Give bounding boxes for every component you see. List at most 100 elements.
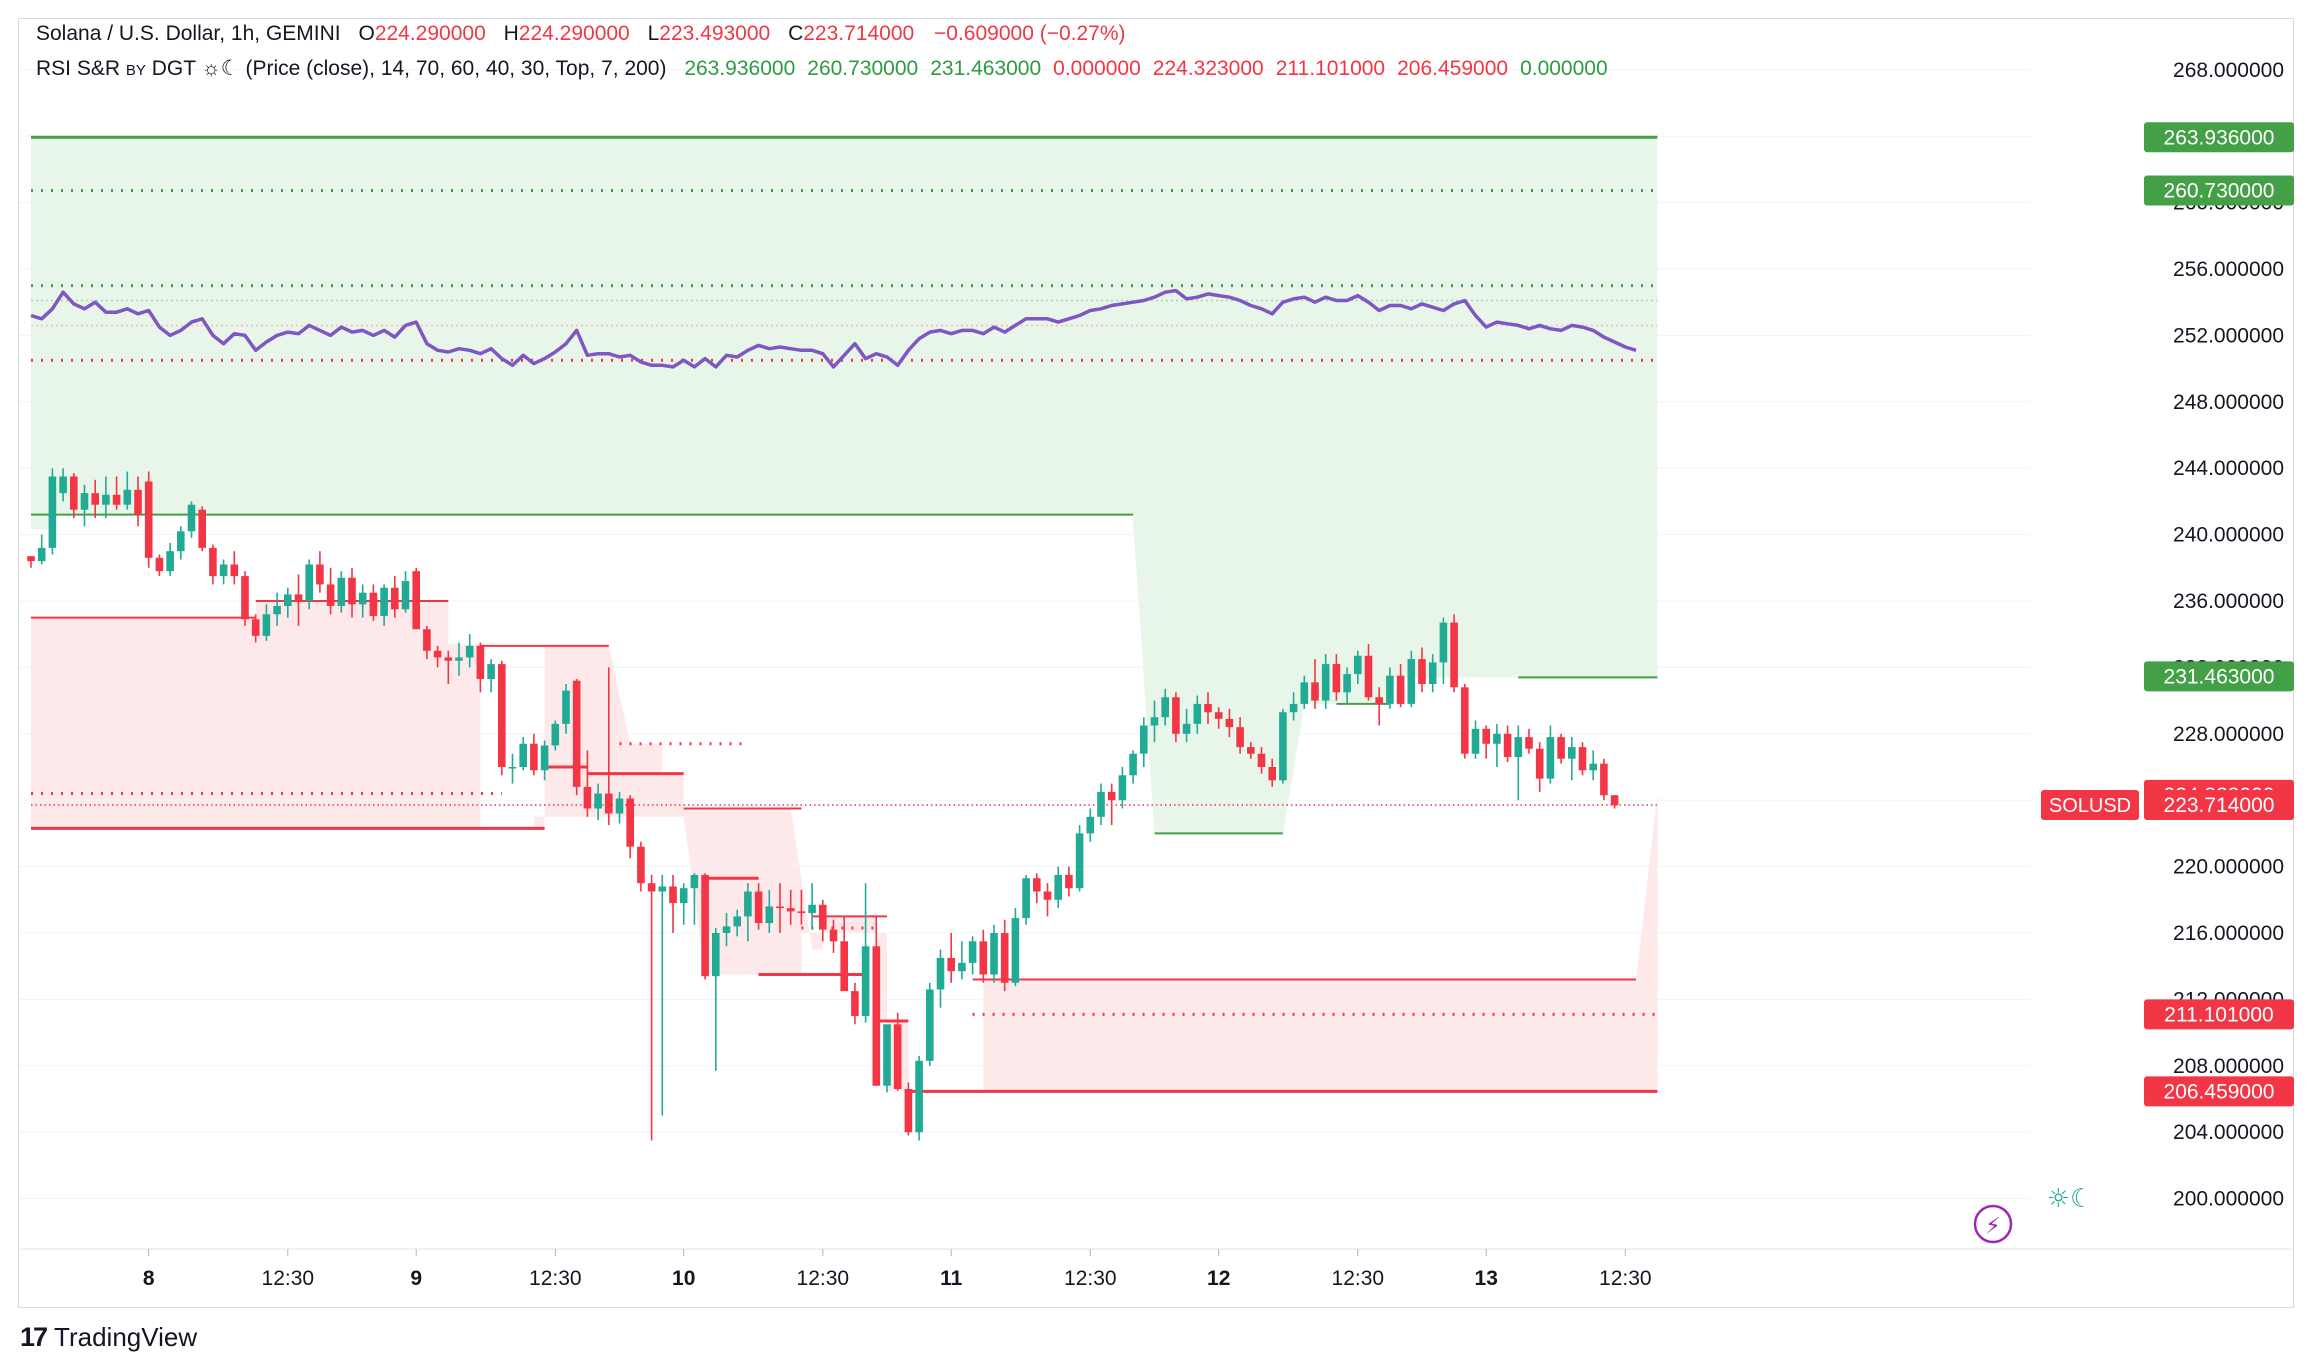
candle-63 (701, 874, 709, 977)
candle-87 (958, 962, 966, 972)
candle-26 (305, 564, 313, 601)
candle-32 (369, 592, 378, 616)
candle-34 (391, 587, 399, 610)
candle-42 (476, 645, 485, 680)
candle-13 (166, 551, 174, 572)
candle-115 (1257, 753, 1266, 767)
candle-39 (444, 657, 453, 661)
candle-90 (990, 933, 998, 975)
candle-121 (1321, 664, 1330, 701)
candle-8 (112, 494, 121, 505)
candle-94 (1033, 878, 1041, 892)
ohlc-low-value: 223.493000 (659, 22, 771, 45)
candle-81 (893, 1024, 902, 1090)
candle-30 (348, 577, 356, 605)
candle-22 (262, 614, 271, 636)
candle-145 (1578, 747, 1587, 771)
candle-3 (59, 476, 67, 494)
candle-143 (1557, 737, 1565, 759)
candle-102 (1118, 775, 1127, 801)
indicator-name[interactable]: RSI S&R (36, 57, 121, 80)
candle-128 (1396, 675, 1405, 704)
symbol-title[interactable]: Solana / U.S. Dollar, 1h, GEMINI (36, 22, 341, 45)
symbol-tag-bg (2041, 789, 2139, 820)
candle-103 (1129, 753, 1137, 776)
candle-124 (1354, 655, 1362, 675)
candle-9 (123, 489, 132, 505)
candle-80 (883, 1024, 891, 1086)
indicator-value-4: 224.323000 (1152, 57, 1264, 80)
candle-123 (1343, 674, 1351, 693)
candle-20 (241, 576, 249, 620)
x-tick-label-11: 12:30 (1599, 1267, 1652, 1290)
candle-132 (1439, 622, 1448, 663)
rsi-line (30, 288, 1637, 369)
candle-119 (1300, 682, 1309, 704)
candle-122 (1332, 664, 1341, 693)
price-label-bg-5 (2144, 999, 2294, 1030)
y-tick-label-0: 268.000000 (2173, 59, 2284, 82)
candle-140 (1525, 737, 1533, 749)
indicator-legend[interactable]: RSI S&R BY DGT ☼☾ (Price (close), 14, 70… (36, 56, 1608, 81)
candle-59 (658, 886, 667, 892)
candle-6 (91, 493, 99, 505)
candle-0 (27, 556, 35, 562)
candle-66 (733, 916, 741, 927)
candle-31 (358, 592, 367, 605)
candle-65 (722, 926, 731, 933)
price-label-6: 206.459000 (2144, 1076, 2294, 1107)
y-tick-label-6: 244.000000 (2173, 457, 2284, 480)
candle-5 (80, 493, 89, 510)
indicator-value-6: 206.459000 (1397, 57, 1509, 80)
candle-69 (765, 906, 774, 924)
tradingview-brand[interactable]: 17 TradingView (20, 1322, 197, 1353)
candle-86 (947, 957, 955, 972)
candle-83 (915, 1060, 923, 1133)
x-tick-label-4: 10 (672, 1267, 695, 1290)
candle-82 (904, 1089, 913, 1133)
lightning-icon[interactable]: ⚡ (1973, 1204, 2013, 1244)
candle-28 (326, 584, 335, 606)
candles (27, 468, 1619, 1141)
price-label-0: 263.936000 (2144, 122, 2294, 153)
candle-78 (861, 946, 870, 1016)
candle-138 (1503, 733, 1512, 758)
candle-98 (1075, 833, 1084, 889)
candle-44 (498, 664, 506, 767)
candle-112 (1225, 718, 1234, 728)
candle-54 (605, 793, 613, 814)
candle-15 (187, 504, 196, 532)
candle-105 (1150, 717, 1159, 726)
candle-116 (1268, 767, 1276, 781)
price-label-1: 260.730000 (2144, 175, 2294, 206)
x-tick-label-2: 9 (410, 1267, 422, 1290)
x-tick-label-1: 12:30 (262, 1267, 315, 1290)
candle-51 (572, 680, 581, 787)
y-tick-label-13: 216.000000 (2173, 922, 2284, 945)
price-chart[interactable]: 268.000000264.000000260.000000256.000000… (0, 0, 2308, 1310)
x-tick-label-3: 12:30 (529, 1267, 582, 1290)
candle-126 (1375, 697, 1383, 704)
candle-79 (872, 946, 881, 1086)
x-tick-label-8: 12 (1207, 1267, 1230, 1290)
candle-40 (455, 657, 463, 661)
candle-91 (1000, 933, 1009, 983)
indicator-params: (Price (close), 14, 70, 60, 40, 30, Top,… (245, 57, 667, 80)
x-tick-label-9: 12:30 (1332, 1267, 1385, 1290)
candle-61 (679, 888, 688, 904)
candle-118 (1289, 703, 1298, 713)
candle-45 (508, 767, 517, 769)
ohlc-open-key: O (358, 22, 375, 45)
candle-99 (1086, 816, 1095, 834)
candle-113 (1236, 727, 1244, 748)
candle-100 (1097, 791, 1105, 817)
lightning-icon-ring (1973, 1204, 2013, 1244)
y-tick-label-4: 252.000000 (2173, 324, 2284, 347)
indicator-author: DGT (151, 57, 196, 80)
symbol-legend[interactable]: Solana / U.S. Dollar, 1h, GEMINI O224.29… (36, 22, 1126, 46)
candle-84 (926, 989, 934, 1061)
candle-67 (744, 891, 752, 917)
indicator-value-7: 0.000000 (1520, 57, 1608, 80)
candle-137 (1493, 733, 1501, 744)
x-tick-label-5: 12:30 (797, 1267, 850, 1290)
